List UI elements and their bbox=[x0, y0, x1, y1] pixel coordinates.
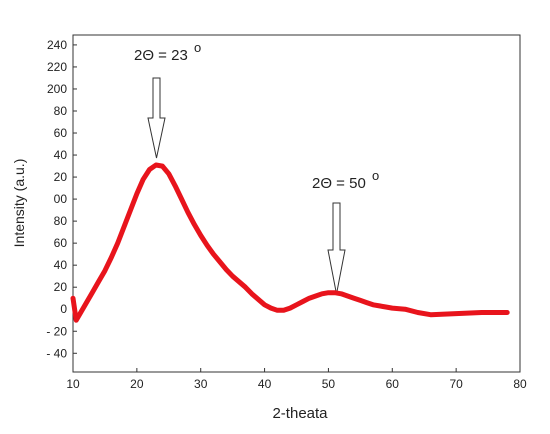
series-line bbox=[70, 162, 510, 323]
y-tick-label: 40 bbox=[54, 148, 68, 162]
y-tick-label: 40 bbox=[54, 258, 68, 272]
x-tick-label: 20 bbox=[130, 377, 144, 391]
y-tick-label: 60 bbox=[54, 236, 68, 250]
y-tick-label: 80 bbox=[54, 104, 68, 118]
x-axis-label: 2-theata bbox=[272, 405, 328, 422]
y-axis-label: Intensity (a.u.) bbox=[11, 159, 27, 248]
y-tick-label: 20 bbox=[54, 280, 68, 294]
y-tick-label: 00 bbox=[54, 192, 68, 206]
arrow bbox=[327, 202, 346, 295]
plot-frame bbox=[72, 34, 521, 373]
y-tick-label: 200 bbox=[47, 82, 67, 96]
annotation-sup: o bbox=[372, 168, 379, 183]
x-tick-label: 70 bbox=[449, 377, 463, 391]
annotation-text: 2Θ = 50 bbox=[312, 175, 366, 192]
x-tick-label: 10 bbox=[66, 377, 80, 391]
y-tick-label: 240 bbox=[47, 38, 67, 52]
x-tick-label: 80 bbox=[513, 377, 527, 391]
y-tick-label: - 20 bbox=[46, 324, 67, 338]
x-tick-label: 50 bbox=[322, 377, 336, 391]
arrow bbox=[147, 77, 166, 159]
y-tick-label: 0 bbox=[60, 302, 67, 316]
x-tick-label: 30 bbox=[194, 377, 208, 391]
x-tick-label: 40 bbox=[258, 377, 272, 391]
x-tick-label: 60 bbox=[386, 377, 400, 391]
y-tick-label: 20 bbox=[54, 170, 68, 184]
annotation: 2Θ = 23 o bbox=[134, 40, 201, 64]
annotation: 2Θ = 50 o bbox=[312, 168, 379, 192]
annotation-text: 2Θ = 23 bbox=[134, 47, 188, 64]
y-tick-label: 80 bbox=[54, 214, 68, 228]
y-tick-label: 60 bbox=[54, 126, 68, 140]
arrows bbox=[147, 77, 346, 295]
y-tick-label: - 40 bbox=[46, 346, 67, 360]
annotation-sup: o bbox=[194, 40, 201, 55]
y-tick-label: 220 bbox=[47, 60, 67, 74]
